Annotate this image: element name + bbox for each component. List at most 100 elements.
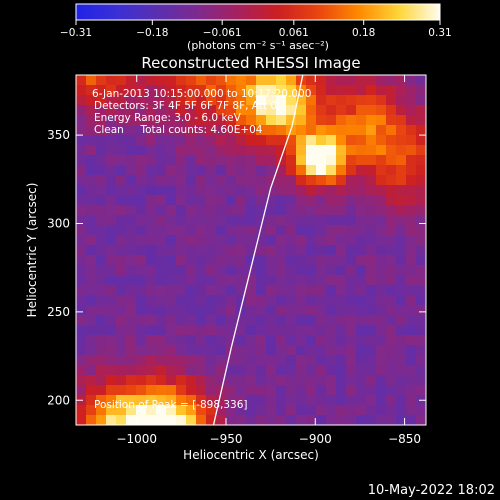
heatmap-cell	[266, 275, 277, 286]
heatmap-cell	[116, 395, 127, 406]
heatmap-cell	[396, 315, 407, 326]
heatmap-cell	[236, 145, 247, 156]
heatmap-cell	[296, 135, 307, 146]
heatmap-cell	[216, 285, 227, 296]
heatmap-cell	[196, 145, 207, 156]
heatmap-cell	[156, 245, 167, 256]
heatmap-cell	[106, 185, 117, 196]
heatmap-cell	[166, 125, 177, 136]
heatmap-cell	[366, 245, 377, 256]
heatmap-cell	[396, 175, 407, 186]
heatmap-cell	[326, 295, 337, 306]
heatmap-cell	[256, 125, 267, 136]
heatmap-cell	[286, 165, 297, 176]
heatmap-cell	[156, 265, 167, 276]
heatmap-cell	[356, 165, 367, 176]
heatmap-cell	[286, 215, 297, 226]
heatmap-cell	[86, 385, 97, 396]
heatmap-cell	[236, 155, 247, 166]
heatmap-cell	[236, 95, 247, 106]
heatmap-cell	[396, 215, 407, 226]
heatmap-cell	[316, 255, 327, 266]
heatmap-cell	[306, 315, 317, 326]
heatmap-cell	[186, 175, 197, 186]
heatmap-cell	[86, 125, 97, 136]
heatmap-cell	[416, 75, 426, 86]
heatmap-cell	[316, 325, 327, 336]
heatmap-cell	[86, 245, 97, 256]
heatmap-cell	[86, 255, 97, 266]
heatmap-cell	[186, 195, 197, 206]
heatmap-cell	[206, 205, 217, 216]
heatmap-cell	[136, 185, 147, 196]
heatmap-cell	[256, 135, 267, 146]
heatmap-cell	[326, 135, 337, 146]
heatmap-cell	[306, 105, 317, 116]
heatmap-cell	[316, 245, 327, 256]
heatmap-cell	[156, 285, 167, 296]
heatmap-cell	[216, 155, 227, 166]
heatmap-cell	[396, 325, 407, 336]
heatmap-cell	[146, 205, 157, 216]
heatmap-cell	[196, 365, 207, 376]
heatmap-cell	[186, 185, 197, 196]
heatmap-cell	[196, 275, 207, 286]
heatmap-cell	[206, 355, 217, 366]
heatmap-cell	[246, 215, 257, 226]
heatmap-cell	[106, 135, 117, 146]
heatmap-cell	[406, 335, 417, 346]
heatmap-cell	[256, 275, 267, 286]
heatmap-cell	[366, 215, 377, 226]
heatmap-cell	[96, 145, 107, 156]
heatmap-cell	[256, 305, 267, 316]
heatmap-cell	[236, 105, 247, 116]
heatmap-cell	[146, 165, 157, 176]
heatmap-cell	[356, 355, 367, 366]
heatmap-cell	[216, 415, 227, 425]
heatmap-cell	[336, 145, 347, 156]
heatmap-cell	[226, 285, 237, 296]
heatmap-cell	[196, 415, 207, 425]
heatmap-cell	[266, 305, 277, 316]
heatmap-cell	[346, 155, 357, 166]
heatmap-cell	[176, 105, 187, 116]
heatmap-cell	[76, 415, 87, 425]
heatmap-cell	[86, 265, 97, 276]
heatmap-cell	[186, 295, 197, 306]
colorbar-gradient	[75, 3, 441, 21]
heatmap-cell	[216, 315, 227, 326]
heatmap-cell	[246, 255, 257, 266]
heatmap-cell	[406, 325, 417, 336]
heatmap-cell	[336, 315, 347, 326]
heatmap-cell	[236, 135, 247, 146]
heatmap-cell	[266, 205, 277, 216]
heatmap-cell	[386, 205, 397, 216]
heatmap-cell	[216, 95, 227, 106]
heatmap-cell	[326, 385, 337, 396]
heatmap-cell	[236, 85, 247, 96]
heatmap-cell	[246, 305, 257, 316]
heatmap-cell	[226, 365, 237, 376]
heatmap-cell	[416, 295, 426, 306]
heatmap-cell	[116, 165, 127, 176]
heatmap-cell	[116, 335, 127, 346]
heatmap-cell	[386, 75, 397, 86]
heatmap-cell	[256, 325, 267, 336]
heatmap-cell	[296, 355, 307, 366]
heatmap-cell	[386, 385, 397, 396]
heatmap-cell	[346, 355, 357, 366]
heatmap-cell	[306, 75, 317, 86]
heatmap-cell	[296, 95, 307, 106]
heatmap-cell	[406, 135, 417, 146]
heatmap-cell	[376, 225, 387, 236]
heatmap-cell	[106, 335, 117, 346]
heatmap-cell	[206, 145, 217, 156]
heatmap-cell	[346, 165, 357, 176]
heatmap-cell	[306, 235, 317, 246]
heatmap-cell	[296, 335, 307, 346]
plot-frame	[75, 74, 427, 426]
heatmap-cell	[276, 275, 287, 286]
heatmap-cell	[156, 115, 167, 126]
timestamp: 10-May-2022 18:02	[368, 483, 495, 498]
heatmap-cell	[376, 185, 387, 196]
